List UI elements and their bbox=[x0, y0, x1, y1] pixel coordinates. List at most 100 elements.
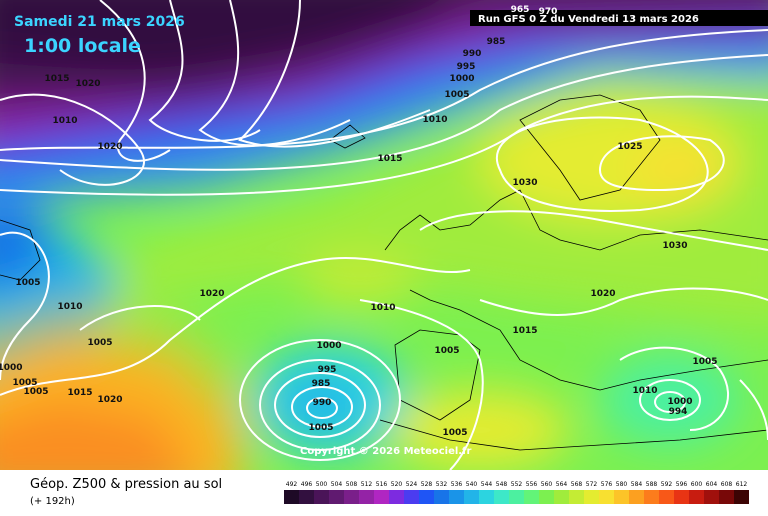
legend-level: 592 bbox=[661, 481, 673, 488]
isobar-label: 1000 bbox=[0, 363, 23, 373]
legend-level: 556 bbox=[526, 481, 538, 488]
forecast-time: 1:00 locale bbox=[24, 35, 141, 57]
legend-swatch bbox=[344, 490, 359, 504]
isobar-label: 1020 bbox=[75, 79, 100, 89]
legend-swatch bbox=[704, 490, 719, 504]
isobar-label: 1015 bbox=[512, 326, 537, 336]
isobar-label: 1015 bbox=[44, 74, 69, 84]
legend-swatch bbox=[494, 490, 509, 504]
legend-swatch bbox=[329, 490, 344, 504]
legend-level: 560 bbox=[541, 481, 553, 488]
legend-swatch bbox=[449, 490, 464, 504]
legend-swatch bbox=[374, 490, 389, 504]
legend-swatch bbox=[314, 490, 329, 504]
isobar-label: 1015 bbox=[67, 388, 92, 398]
legend-swatch bbox=[719, 490, 734, 504]
isobar-label: 1005 bbox=[442, 428, 467, 438]
legend-swatch bbox=[539, 490, 554, 504]
isobar-label: 994 bbox=[669, 407, 688, 417]
isobar-label: 985 bbox=[312, 379, 331, 389]
legend-level: 572 bbox=[586, 481, 598, 488]
isobar-label: 1005 bbox=[692, 357, 717, 367]
legend-level: 492 bbox=[286, 481, 298, 488]
field bbox=[0, 0, 768, 470]
isobar-label: 1000 bbox=[667, 397, 692, 407]
legend-level: 584 bbox=[631, 481, 643, 488]
legend-level: 552 bbox=[511, 481, 523, 488]
legend-level: 608 bbox=[721, 481, 733, 488]
legend-swatch bbox=[644, 490, 659, 504]
run-info: Run GFS 0 Z du Vendredi 13 mars 2026 bbox=[478, 14, 699, 25]
legend-level: 540 bbox=[466, 481, 478, 488]
legend-level: 496 bbox=[301, 481, 313, 488]
legend-level: 548 bbox=[496, 481, 508, 488]
legend-swatch bbox=[674, 490, 689, 504]
isobar-label: 1010 bbox=[632, 386, 657, 396]
isobar-label: 1005 bbox=[15, 278, 40, 288]
legend-level: 536 bbox=[451, 481, 463, 488]
legend-swatch bbox=[659, 490, 674, 504]
isobar-label: 990 bbox=[313, 398, 332, 408]
legend-swatch bbox=[734, 490, 749, 504]
isobar-label: 1010 bbox=[422, 115, 447, 125]
legend-level: 604 bbox=[706, 481, 718, 488]
legend-swatch bbox=[629, 490, 644, 504]
legend-level: 580 bbox=[616, 481, 628, 488]
isobar-label: 990 bbox=[463, 49, 482, 59]
isobar-label: 965 bbox=[511, 5, 530, 15]
legend-swatch bbox=[614, 490, 629, 504]
legend-level: 576 bbox=[601, 481, 613, 488]
legend-swatch bbox=[584, 490, 599, 504]
isobar-label: 1000 bbox=[449, 74, 474, 84]
legend-level: 588 bbox=[646, 481, 658, 488]
legend-level: 568 bbox=[571, 481, 583, 488]
legend-swatch bbox=[419, 490, 434, 504]
footer-subtitle: (+ 192h) bbox=[30, 496, 75, 507]
isobar-label: 1010 bbox=[52, 116, 77, 126]
isobar-label: 1030 bbox=[662, 241, 687, 251]
isobar-label: 1010 bbox=[370, 303, 395, 313]
isobar-label: 1000 bbox=[316, 341, 341, 351]
legend-swatch bbox=[599, 490, 614, 504]
legend-level: 544 bbox=[481, 481, 493, 488]
legend-swatch bbox=[569, 490, 584, 504]
legend-swatch bbox=[524, 490, 539, 504]
legend-level: 564 bbox=[556, 481, 568, 488]
legend-swatch bbox=[464, 490, 479, 504]
legend-swatch bbox=[284, 490, 299, 504]
legend-swatch bbox=[359, 490, 374, 504]
legend-level: 596 bbox=[676, 481, 688, 488]
isobar-label: 1005 bbox=[308, 423, 333, 433]
legend-level: 504 bbox=[331, 481, 343, 488]
copyright: Copyright © 2026 Meteociel.fr bbox=[300, 446, 471, 457]
legend-swatch bbox=[299, 490, 314, 504]
legend-level: 532 bbox=[436, 481, 448, 488]
isobar-label: 1005 bbox=[87, 338, 112, 348]
legend-level: 516 bbox=[376, 481, 388, 488]
isobars bbox=[0, 0, 768, 470]
isobar-label: 1015 bbox=[377, 154, 402, 164]
isobar-label: 1020 bbox=[97, 395, 122, 405]
isobar-label: 995 bbox=[457, 62, 476, 72]
isobar-label: 1025 bbox=[617, 142, 642, 152]
legend-swatch bbox=[554, 490, 569, 504]
legend-level: 508 bbox=[346, 481, 358, 488]
forecast-date: Samedi 21 mars 2026 bbox=[14, 14, 185, 30]
legend-level: 520 bbox=[391, 481, 403, 488]
legend-swatch bbox=[434, 490, 449, 504]
isobar-label: 1005 bbox=[434, 346, 459, 356]
legend-swatch bbox=[689, 490, 704, 504]
run-banner bbox=[470, 10, 768, 26]
legend-level: 612 bbox=[736, 481, 748, 488]
legend-swatch bbox=[479, 490, 494, 504]
legend-level: 600 bbox=[691, 481, 703, 488]
isobar-label: 970 bbox=[539, 7, 558, 17]
isobar-labels: 965 970 985 990 995 1000 1005 1010 1015 1015 1020 1… bbox=[0, 5, 718, 438]
isobar-label: 1010 bbox=[57, 302, 82, 312]
legend-swatch bbox=[509, 490, 524, 504]
legend-level: 512 bbox=[361, 481, 373, 488]
legend-swatch bbox=[389, 490, 404, 504]
isobar-label: 1020 bbox=[590, 289, 615, 299]
isobar-label: 1005 bbox=[23, 387, 48, 397]
